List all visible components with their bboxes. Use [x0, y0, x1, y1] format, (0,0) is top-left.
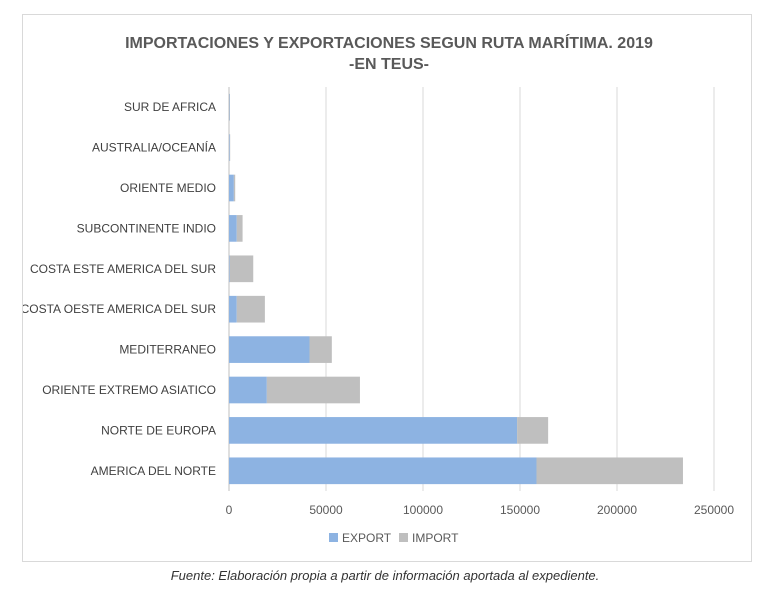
bar-import — [229, 255, 254, 283]
category-label: MEDITERRANEO — [119, 343, 216, 357]
bar-export — [229, 417, 518, 444]
category-label: ORIENTE MEDIO — [120, 181, 216, 195]
bar-export — [229, 336, 310, 363]
x-tick-label: 50000 — [309, 503, 343, 517]
bar-export — [229, 174, 234, 202]
bar-export — [229, 457, 537, 485]
category-label: COSTA ESTE AMERICA DEL SUR — [30, 262, 216, 276]
legend-label-export: EXPORT — [342, 531, 392, 545]
bar-export — [229, 134, 230, 161]
chart-svg: IMPORTACIONES Y EXPORTACIONES SEGUN RUTA… — [21, 33, 735, 545]
legend-label-import: IMPORT — [412, 531, 459, 545]
chart-subtitle: -EN TEUS- — [349, 56, 429, 73]
legend: EXPORT IMPORT — [329, 531, 459, 545]
bar-import — [233, 174, 236, 202]
chart-title: IMPORTACIONES Y EXPORTACIONES SEGUN RUTA… — [125, 33, 653, 52]
legend-swatch-import — [399, 533, 408, 542]
bar-import — [236, 295, 265, 323]
category-label: AMERICA DEL NORTE — [91, 464, 216, 478]
bar-export — [229, 255, 230, 283]
bar-import — [517, 417, 549, 444]
bar-import — [229, 134, 231, 161]
category-label-layer: SUR DE AFRICA AUSTRALIA/OCEANÍA ORIENTE ME… — [21, 100, 217, 478]
x-tick-label: 100000 — [403, 503, 443, 517]
category-label: AUSTRALIA/OCEANÍA — [92, 140, 216, 155]
x-tick-label: 200000 — [597, 503, 637, 517]
x-tick-label: 0 — [226, 503, 233, 517]
category-label: SUR DE AFRICA — [124, 100, 216, 114]
bar-export — [229, 295, 237, 323]
bar-import — [266, 376, 360, 404]
x-tick-label: 150000 — [500, 503, 540, 517]
category-label: COSTA OESTE AMERICA DEL SUR — [23, 302, 216, 316]
category-label: ORIENTE EXTREMO ASIATICO — [42, 383, 216, 397]
legend-swatch-export — [329, 533, 338, 542]
x-tick-label: 250000 — [694, 503, 734, 517]
bar-layer — [229, 93, 683, 485]
chart-frame: IMPORTACIONES Y EXPORTACIONES SEGUN RUTA… — [21, 14, 752, 562]
bar-export — [229, 376, 267, 404]
bar-import — [236, 215, 243, 242]
category-label: SUBCONTINENTE INDIO — [77, 221, 216, 235]
bar-export — [229, 93, 230, 121]
category-label: NORTE DE EUROPA — [101, 423, 216, 437]
bar-export — [229, 215, 237, 242]
figure-caption: Fuente: Elaboración propia a partir de i… — [170, 568, 600, 583]
bar-import — [536, 457, 683, 485]
bar-import — [229, 93, 230, 121]
x-tick-layer: 0 50000 100000 150000 200000 250000 — [226, 503, 735, 517]
bar-import — [309, 336, 332, 363]
